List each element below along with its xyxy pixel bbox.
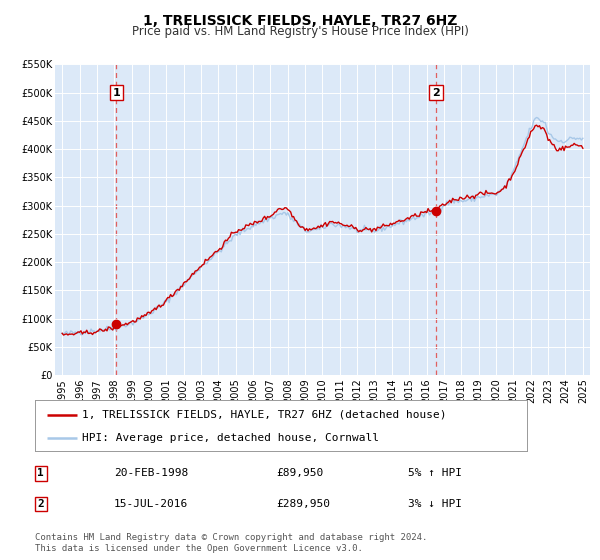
Text: 2: 2	[432, 88, 440, 97]
Text: 1, TRELISSICK FIELDS, HAYLE, TR27 6HZ: 1, TRELISSICK FIELDS, HAYLE, TR27 6HZ	[143, 14, 457, 28]
Text: 20-FEB-1998: 20-FEB-1998	[114, 468, 188, 478]
Text: 15-JUL-2016: 15-JUL-2016	[114, 499, 188, 509]
Text: 1: 1	[113, 88, 121, 97]
Text: 2: 2	[37, 499, 44, 509]
Text: £289,950: £289,950	[276, 499, 330, 509]
Text: Price paid vs. HM Land Registry's House Price Index (HPI): Price paid vs. HM Land Registry's House …	[131, 25, 469, 38]
Text: Contains HM Land Registry data © Crown copyright and database right 2024.
This d: Contains HM Land Registry data © Crown c…	[35, 534, 427, 553]
Text: £89,950: £89,950	[276, 468, 323, 478]
Text: 3% ↓ HPI: 3% ↓ HPI	[408, 499, 462, 509]
Text: 1, TRELISSICK FIELDS, HAYLE, TR27 6HZ (detached house): 1, TRELISSICK FIELDS, HAYLE, TR27 6HZ (d…	[82, 409, 446, 419]
Text: 1: 1	[37, 468, 44, 478]
Text: 5% ↑ HPI: 5% ↑ HPI	[408, 468, 462, 478]
Text: HPI: Average price, detached house, Cornwall: HPI: Average price, detached house, Corn…	[82, 433, 379, 443]
